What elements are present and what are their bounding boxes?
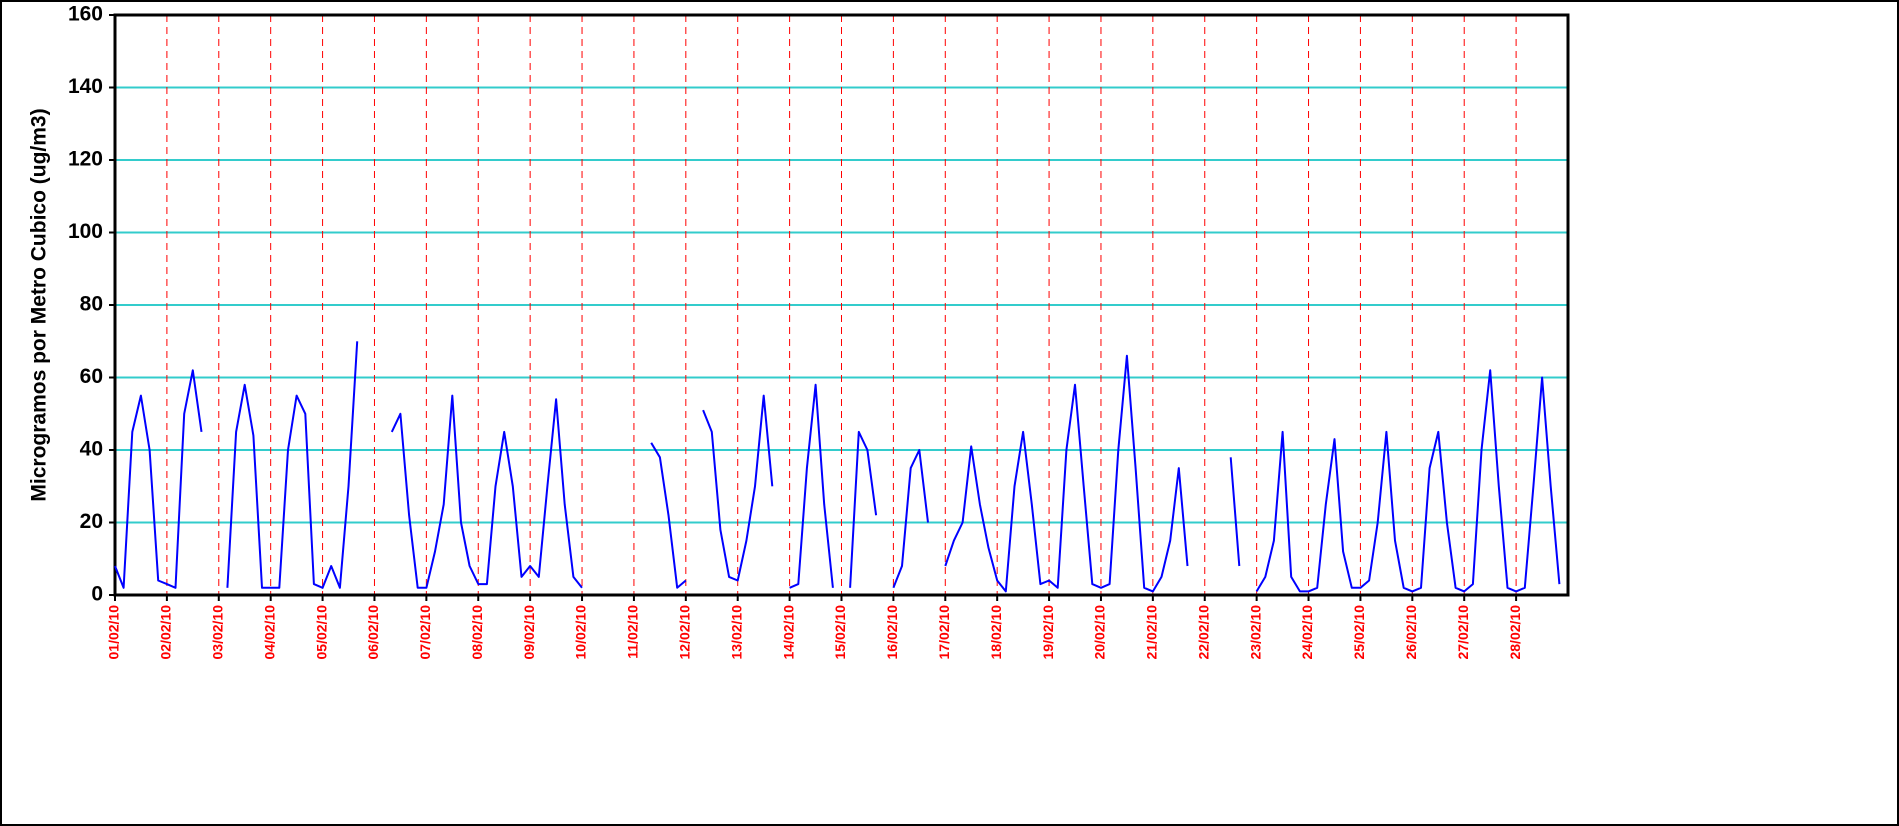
x-tick-label: 04/02/10	[261, 605, 277, 660]
y-tick-label: 40	[80, 438, 103, 461]
x-tick-label: 02/02/10	[158, 605, 174, 660]
x-tick-label: 27/02/10	[1455, 605, 1471, 660]
x-tick-label: 14/02/10	[780, 605, 796, 660]
x-tick-label: 16/02/10	[884, 605, 900, 660]
x-tick-label: 13/02/10	[728, 605, 744, 660]
y-tick-label: 140	[68, 75, 103, 98]
x-tick-label: 19/02/10	[1040, 605, 1056, 660]
y-tick-label: 100	[68, 220, 103, 243]
x-tick-label: 17/02/10	[936, 605, 952, 660]
x-tick-label: 22/02/10	[1195, 605, 1211, 660]
y-axis-label: Microgramos por Metro Cubico (ug/m3)	[28, 108, 51, 501]
y-tick-label: 120	[68, 148, 103, 171]
x-tick-label: 06/02/10	[365, 605, 381, 660]
x-tick-label: 01/02/10	[106, 605, 122, 660]
x-tick-label: 18/02/10	[988, 605, 1004, 660]
x-tick-label: 03/02/10	[209, 605, 225, 660]
plot-frame	[113, 13, 1570, 597]
x-tick-label: 26/02/10	[1403, 605, 1419, 660]
x-tick-label: 11/02/10	[625, 605, 641, 659]
y-tick-label: 60	[80, 365, 103, 388]
x-tick-label: 09/02/10	[521, 605, 537, 660]
y-tick-label: 160	[68, 3, 103, 26]
y-tick-label: 80	[80, 293, 103, 316]
data-line	[114, 341, 1561, 593]
x-tick-label: 20/02/10	[1092, 605, 1108, 660]
x-tick-label: 10/02/10	[573, 605, 589, 660]
x-tick-label: 23/02/10	[1247, 605, 1263, 660]
x-tick-label: 05/02/10	[313, 605, 329, 660]
x-tick-label: 25/02/10	[1351, 605, 1367, 660]
x-tick-label: 24/02/10	[1299, 605, 1315, 660]
x-tick-label: 21/02/10	[1144, 605, 1160, 660]
y-tick-label: 20	[80, 510, 103, 533]
x-tick-label: 08/02/10	[469, 605, 485, 660]
x-tick-label: 07/02/10	[417, 605, 433, 660]
x-tick-label: 15/02/10	[832, 605, 848, 660]
x-tick-label: 28/02/10	[1507, 605, 1523, 660]
y-tick-label: 0	[91, 583, 103, 606]
x-tick-label: 12/02/10	[677, 605, 693, 660]
